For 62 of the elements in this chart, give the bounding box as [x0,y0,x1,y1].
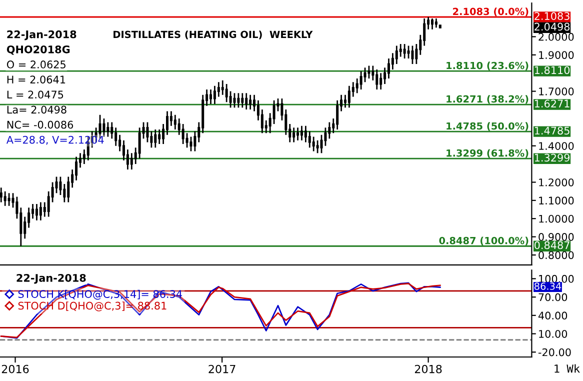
ref-line-label: 0.8487 (100.0%) [439,236,528,246]
ref-line-label: 1.4785 (50.0%) [446,122,528,131]
annotation: La= 2.0498 [7,106,66,114]
y-tick-label: -20.00 [538,348,571,356]
candlestick [39,202,42,222]
text: 1.6271 [534,100,570,108]
candlestick [245,92,248,110]
x-tick-label: 2017 [208,364,236,374]
y-tick-label: 40.00 [538,312,568,320]
annotation: H = 2.0641 [7,76,66,84]
annotation: O = 2.0625 [6,60,66,68]
y-tick-label: 1.7000 [539,87,574,96]
candlestick [376,68,378,90]
annotation: 22-Jan-2018 [7,30,76,40]
candlestick [430,18,434,30]
y-tick-label: 1.2000 [539,178,574,186]
y-tick-label: 1.0000 [539,214,574,223]
y-tick-label: 0.9000 [538,233,574,241]
candlestick [4,190,6,207]
annotation: 22-Jan-2018 [16,274,86,284]
candlestick [209,88,212,105]
candlestick [154,128,157,148]
ref-line-label: 2.1083 (0.0%) [453,8,528,16]
x-tick-label: 2016 [2,364,29,374]
candlestick [300,125,303,142]
x-tick-label: 2018 [414,364,442,374]
candlestick [106,122,110,138]
y-tick-label: 1.1000 [539,196,574,205]
candlestick [403,43,406,60]
candlestick [438,24,442,29]
text: 1.8110 [534,66,570,74]
text: 1.3299 [534,154,570,162]
y-tick-label: 1.4000 [539,142,574,150]
candlestick [0,186,2,203]
text: 0.8487 [534,241,570,250]
annotation: L = 2.0475 [7,90,64,99]
candlestick [348,85,350,108]
text: DISTILLATES (HEATING OIL) WEEKLY [114,30,313,40]
y-tick-label: 10.00 [539,330,568,338]
y-tick-label: 0.8000 [538,251,574,260]
candlestick [360,70,362,90]
ref-line-label: 1.8110 (23.6%) [446,62,528,70]
annotation: NC= -0.0086 [7,120,74,129]
candlestick [237,92,240,108]
ref-line-label: 1.3299 (61.8%) [446,149,528,158]
candlestick [292,126,296,143]
text: 1.4785 [534,126,570,135]
ref-line-label: 1.6271 (38.2%) [446,95,528,104]
y-tick-label: 2.0000 [538,32,574,41]
annotation: QHO2018G [6,45,70,55]
y-tick-label: 1.9000 [539,51,574,59]
y-tick-label: 70.00 [538,293,568,302]
text: 2.1083 [534,12,570,20]
candlestick [434,18,438,28]
text: 2.0498 [534,22,570,31]
candlestick [35,203,38,222]
candlestick [213,85,216,105]
text: 86.34 [534,282,562,290]
candlestick [249,94,252,110]
text: 1 Wk [554,364,580,373]
candlestick [296,126,300,142]
candlestick [241,92,244,108]
